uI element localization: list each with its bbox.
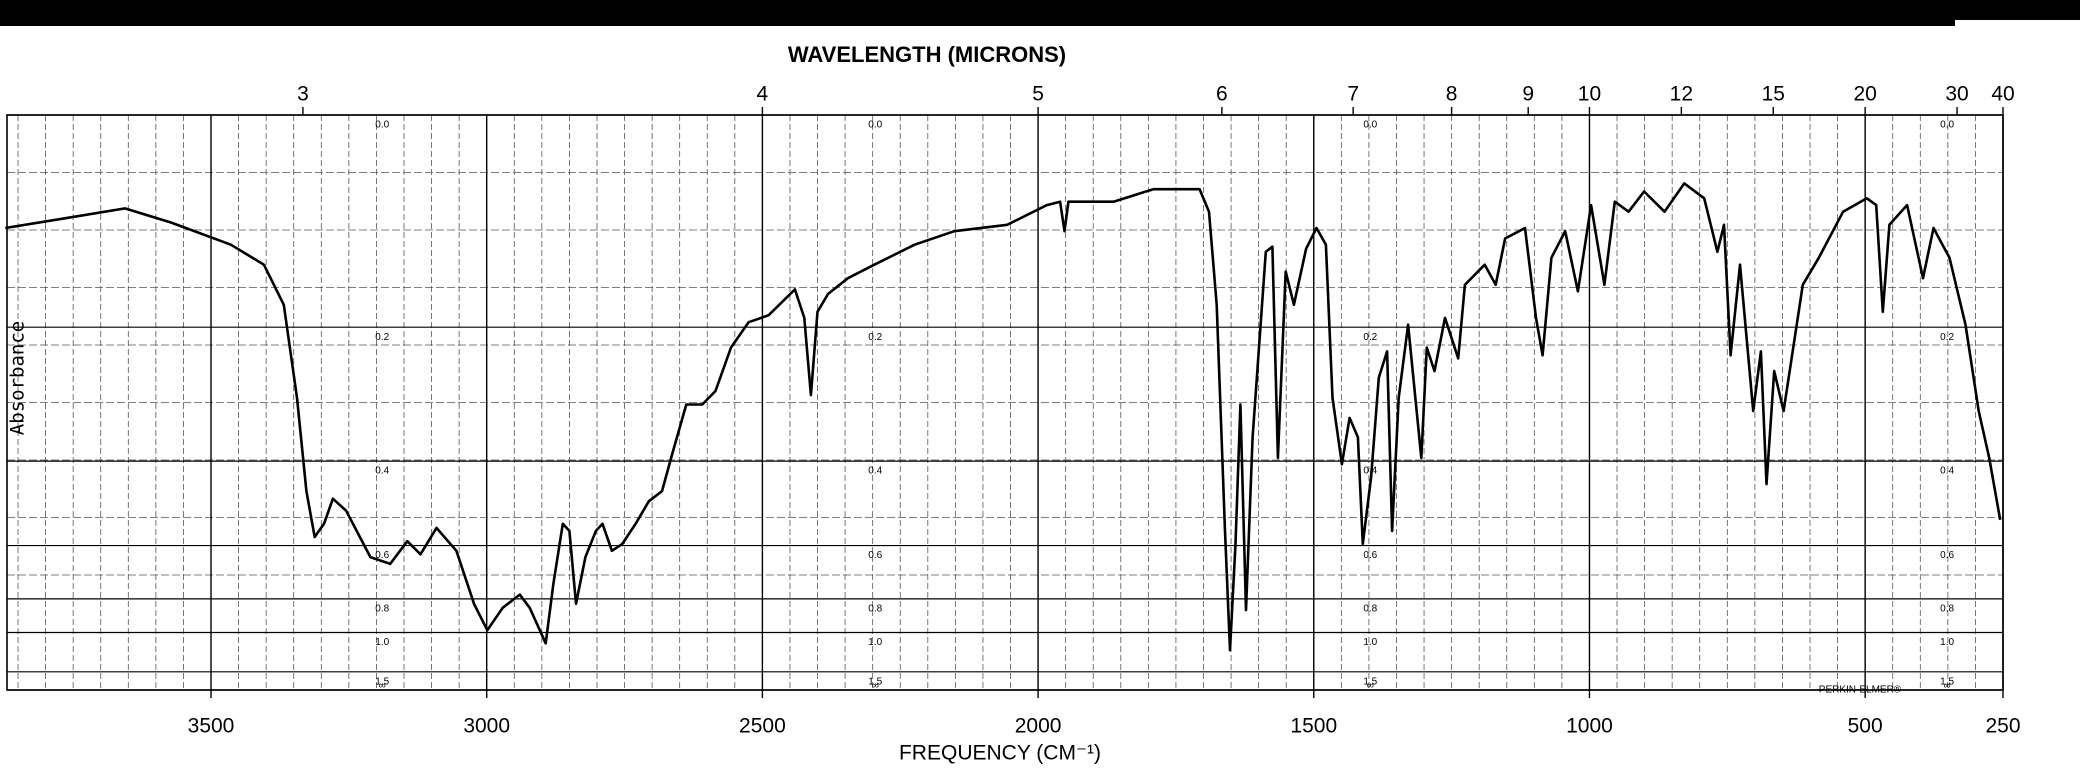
x2-tick-label: 10 (1578, 83, 1601, 106)
x-tick-label: 500 (1848, 715, 1883, 738)
annotation: PERKIN-ELMER® (1819, 685, 1902, 696)
x2-tick-label: 20 (1853, 83, 1876, 106)
x-tick-label: 1000 (1566, 715, 1613, 738)
y-tick-label: 1.0 (868, 637, 882, 648)
x-tick-label: 3500 (188, 715, 235, 738)
grid (6, 114, 2004, 691)
x2-tick-label: 9 (1522, 83, 1534, 106)
x2-tick-label: 3 (297, 83, 309, 106)
y-tick-label: 1.5 (868, 676, 882, 687)
y-tick-label: 0.0 (868, 120, 882, 131)
x2-tick-label: 6 (1216, 83, 1228, 106)
x2-tick-label: 12 (1670, 83, 1693, 106)
y-tick-label: 0.4 (868, 466, 882, 477)
y-tick-label: 0.0 (1363, 120, 1377, 131)
y-tick-label: 0.2 (868, 332, 882, 343)
x-tick-label: 1500 (1290, 715, 1337, 738)
y-tick-label: 0.2 (1940, 332, 1954, 343)
y-tick-label: 1.5 (1363, 676, 1377, 687)
y-tick-label: 0.6 (1363, 550, 1377, 561)
top-band-edge (0, 20, 1955, 26)
y-tick-label: 0.8 (375, 604, 389, 615)
x2-tick-label: 7 (1347, 83, 1359, 106)
x2-axis-title: WAVELENGTH (MICRONS) (788, 42, 1066, 67)
y-tick-label: 0.0 (375, 120, 389, 131)
y-tick-label: ∞ (1944, 681, 1951, 692)
x-tick-label: 250 (1985, 715, 2020, 738)
y-tick-label: ∞ (379, 681, 386, 692)
y-tick-label: 1.5 (1940, 676, 1954, 687)
y-tick-label: 1.0 (1363, 637, 1377, 648)
x2-tick-label: 8 (1446, 83, 1458, 106)
spectrum-line (5, 182, 2002, 652)
x-tick-label: 3000 (463, 715, 510, 738)
y-tick-label: 0.8 (1363, 604, 1377, 615)
top-band (0, 0, 2080, 20)
marks: 3500 3000 2500 2000 1500 1000 500 250 3 4 5 6 7 8 9 10 1… (5, 83, 2021, 738)
x2-tick-label: 15 (1762, 83, 1785, 106)
x2-tick-label: 30 (1945, 83, 1968, 106)
y-tick-label: 0.8 (868, 604, 882, 615)
y-tick-label: 1.5 (375, 676, 389, 687)
y-tick-label: 0.4 (1940, 466, 1954, 477)
x-axis-title: FREQUENCY (CM⁻¹) (899, 742, 1101, 765)
y-tick-label: 0.4 (375, 466, 389, 477)
x2-tick-label: 4 (757, 83, 769, 106)
x2-tick-label: 5 (1032, 83, 1044, 106)
y-tick-label: 0.6 (1940, 550, 1954, 561)
y-tick-label: 0.6 (375, 550, 389, 561)
y-tick-label: 1.0 (1940, 637, 1954, 648)
x-tick-label: 2000 (1015, 715, 1062, 738)
y-tick-label: ∞ (1367, 681, 1374, 692)
y-tick-label: ∞ (872, 681, 879, 692)
y-tick-label: 0.6 (868, 550, 882, 561)
y-tick-label: 0.2 (375, 332, 389, 343)
y-tick-label: 1.0 (375, 637, 389, 648)
x2-tick-label: 40 (1991, 83, 2014, 106)
y-axis-title: Absorbance (7, 321, 29, 435)
y-tick-label: 0.2 (1363, 332, 1377, 343)
x-tick-label: 2500 (739, 715, 786, 738)
y-tick-label: 0.8 (1940, 604, 1954, 615)
y-tick-label: 0.0 (1940, 120, 1954, 131)
